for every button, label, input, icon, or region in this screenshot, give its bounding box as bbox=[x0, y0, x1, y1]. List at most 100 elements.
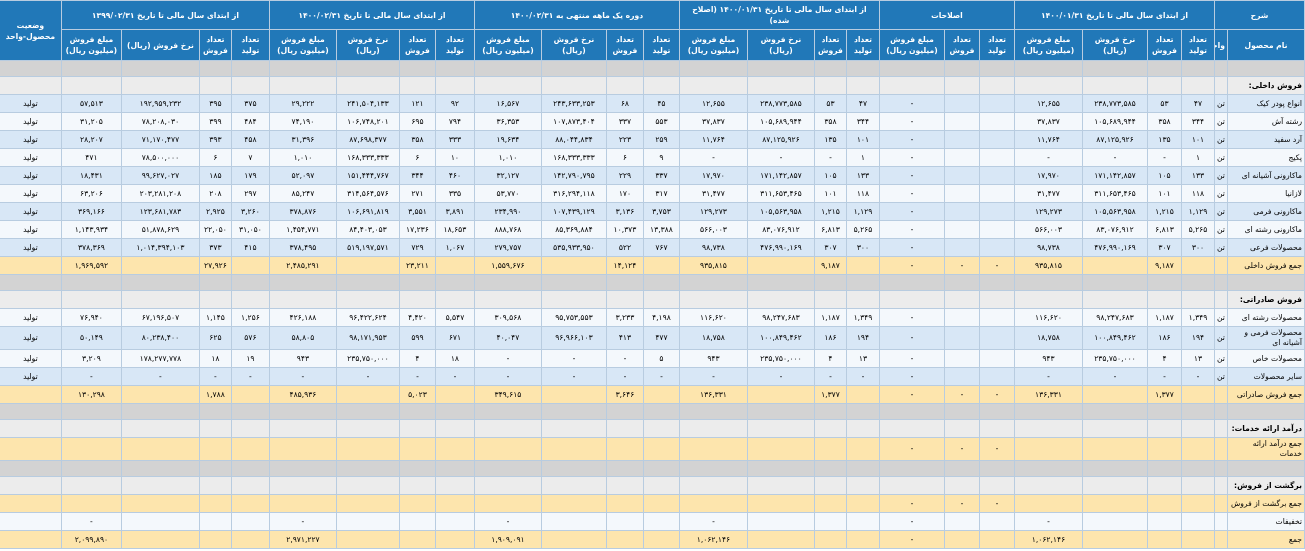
column-header: تعداد فروش bbox=[1146, 29, 1182, 61]
cell bbox=[540, 437, 607, 461]
cell bbox=[878, 419, 945, 438]
cell bbox=[642, 403, 680, 420]
cell bbox=[605, 476, 644, 495]
cell bbox=[845, 512, 880, 531]
cell: ۱۰۵,۵۶۳,۹۵۸ bbox=[1081, 202, 1148, 221]
cell: - bbox=[878, 494, 945, 513]
cell bbox=[845, 274, 880, 291]
cell bbox=[878, 290, 945, 309]
cell bbox=[335, 403, 400, 420]
cell bbox=[943, 112, 980, 131]
cell: ۲۳۸,۷۷۳,۵۸۵ bbox=[1081, 94, 1148, 113]
cell: ۱۰۵,۶۸۹,۹۴۴ bbox=[1081, 112, 1148, 131]
cell: ۳۹۹ bbox=[198, 112, 232, 131]
cell bbox=[978, 238, 1015, 257]
cell bbox=[605, 437, 644, 461]
cell: ۵ bbox=[642, 349, 680, 368]
cell bbox=[0, 290, 62, 309]
cell: - bbox=[878, 326, 945, 350]
cell: تن bbox=[1213, 367, 1229, 386]
cell bbox=[678, 290, 748, 309]
cell: - bbox=[268, 512, 337, 531]
cell bbox=[678, 403, 748, 420]
cell: ۴۷۷ bbox=[642, 326, 680, 350]
cell: ۱۲,۶۵۵ bbox=[678, 94, 748, 113]
cell bbox=[978, 220, 1015, 239]
cell: ۷۶۷ bbox=[642, 238, 680, 257]
cell bbox=[605, 60, 644, 77]
cell: ۴۱۳ bbox=[605, 326, 644, 350]
cell bbox=[268, 419, 337, 438]
cell: ۱۳۰,۲۹۸ bbox=[60, 385, 122, 404]
cell: تن bbox=[1213, 166, 1229, 185]
cell bbox=[434, 274, 475, 291]
cell bbox=[943, 326, 980, 350]
cell bbox=[813, 476, 847, 495]
cell bbox=[1146, 530, 1182, 549]
column-header: نرخ فروش (ریال) bbox=[335, 29, 400, 61]
cell bbox=[978, 349, 1015, 368]
cell bbox=[1180, 437, 1215, 461]
cell bbox=[60, 419, 122, 438]
cell: ۳۹۵ bbox=[198, 94, 232, 113]
row-label: جمع bbox=[1227, 530, 1305, 549]
table-row: ماکارونی فرمی تن ۱,۱۲۹ ۱,۲۱۵ ۱۰۵,۵۶۳,۹۵۸ ۱۲۹,… bbox=[0, 202, 1305, 221]
row-label: رشته آش bbox=[1227, 112, 1305, 131]
column-header: تعداد فروش bbox=[605, 29, 644, 61]
cell bbox=[978, 130, 1015, 149]
cell: ۱۸,۷۵۸ bbox=[678, 326, 748, 350]
cell bbox=[943, 94, 980, 113]
cell bbox=[60, 60, 122, 77]
cell: تن bbox=[1213, 112, 1229, 131]
cell: ۱۰,۳۷۳ bbox=[605, 220, 644, 239]
cell bbox=[120, 419, 200, 438]
row-label: سایر محصولات bbox=[1227, 367, 1305, 386]
cell: ۳۳۷ bbox=[642, 166, 680, 185]
cell: ۱ bbox=[1180, 148, 1215, 167]
cell: ۳۲,۱۲۷ bbox=[473, 166, 542, 185]
cell bbox=[120, 494, 200, 513]
cell: تن bbox=[1213, 94, 1229, 113]
cell bbox=[473, 476, 542, 495]
cell: ۷۲۹ bbox=[398, 238, 436, 257]
cell: ۹۶,۴۲۲,۶۲۴ bbox=[335, 308, 400, 327]
cell: - bbox=[540, 367, 607, 386]
cell bbox=[943, 184, 980, 203]
cell bbox=[1180, 494, 1215, 513]
cell: ۳۱,۰۵۰ bbox=[230, 220, 270, 239]
cell bbox=[1081, 256, 1148, 275]
cell: ۷۴,۱۹۰ bbox=[268, 112, 337, 131]
cell bbox=[845, 60, 880, 77]
cell bbox=[1213, 512, 1229, 531]
cell: ۵۷,۵۱۳ bbox=[60, 94, 122, 113]
cell bbox=[878, 76, 945, 95]
cell bbox=[678, 494, 748, 513]
cell bbox=[398, 419, 436, 438]
cell bbox=[1146, 274, 1182, 291]
cell: ۳,۱۳۶ bbox=[605, 202, 644, 221]
cell bbox=[943, 238, 980, 257]
cell: ۱۰۱ bbox=[845, 130, 880, 149]
cell bbox=[335, 274, 400, 291]
cell bbox=[746, 460, 815, 477]
cell: - bbox=[943, 256, 980, 275]
cell bbox=[978, 290, 1015, 309]
table-row: فروش صادراتی: bbox=[0, 290, 1305, 309]
cell: ۴۵۸ bbox=[230, 130, 270, 149]
cell: ۸۰,۲۳۸,۴۰۰ bbox=[120, 326, 200, 350]
cell: - bbox=[878, 367, 945, 386]
table-row: محصولات فرعی تن ۳۰۰ ۳۰۷ ۴۷۶,۹۹۰,۱۶۹ ۹۸,۷۳۸-۳۰… bbox=[0, 238, 1305, 257]
cell: تولید bbox=[0, 326, 62, 350]
cell bbox=[978, 530, 1015, 549]
cell bbox=[978, 148, 1015, 167]
cell bbox=[605, 460, 644, 477]
cell: - bbox=[198, 367, 232, 386]
cell bbox=[120, 385, 200, 404]
cell: - bbox=[434, 367, 475, 386]
cell: - bbox=[1013, 512, 1083, 531]
cell: - bbox=[878, 130, 945, 149]
cell bbox=[1180, 476, 1215, 495]
cell: ۱۱,۷۶۴ bbox=[1013, 130, 1083, 149]
cell: ۴۷۶,۹۹۰,۱۶۹ bbox=[746, 238, 815, 257]
cell bbox=[60, 290, 122, 309]
